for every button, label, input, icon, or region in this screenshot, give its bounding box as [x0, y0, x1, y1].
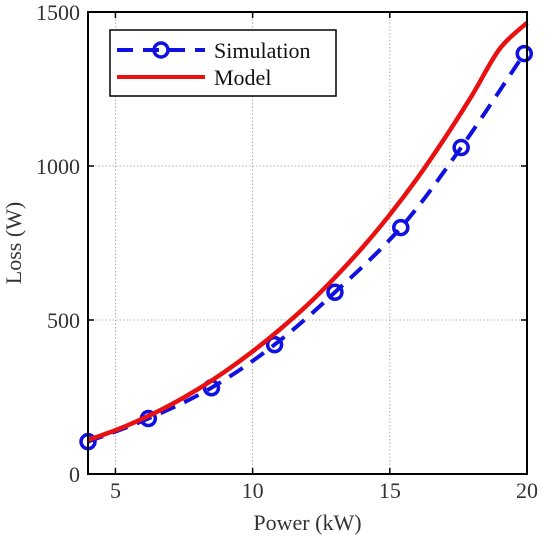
model-series-line: [87, 21, 529, 443]
legend-box: [109, 29, 337, 97]
legend-simulation-marker: [152, 41, 170, 59]
legend-model-label: Model: [214, 65, 271, 90]
series-layer: [79, 21, 534, 451]
x-tick-label: 20: [516, 478, 538, 503]
y-tick-label: 1000: [36, 154, 80, 179]
plot-frame: [87, 11, 528, 475]
y-tick-label: 0: [69, 462, 80, 487]
y-axis-label: Loss (W): [1, 202, 26, 284]
simulation-data-point: [326, 283, 344, 302]
simulation-data-point: [392, 218, 410, 237]
simulation-data-point: [265, 335, 284, 354]
y-tick-label: 500: [47, 308, 80, 333]
x-tick-label: 15: [379, 478, 401, 503]
x-tick-label: 5: [110, 478, 121, 503]
simulation-series-line: [87, 52, 526, 444]
x-tick-label: 10: [242, 478, 264, 503]
simulation-data-point: [515, 44, 534, 63]
simulation-data-point: [452, 138, 470, 157]
tick-layer: 5 10 15 20 0 500 1000 1500: [36, 0, 538, 503]
y-tick-label: 1500: [36, 0, 80, 25]
x-axis-label: Power (kW): [253, 510, 361, 535]
legend-simulation-label: Simulation: [214, 38, 311, 63]
